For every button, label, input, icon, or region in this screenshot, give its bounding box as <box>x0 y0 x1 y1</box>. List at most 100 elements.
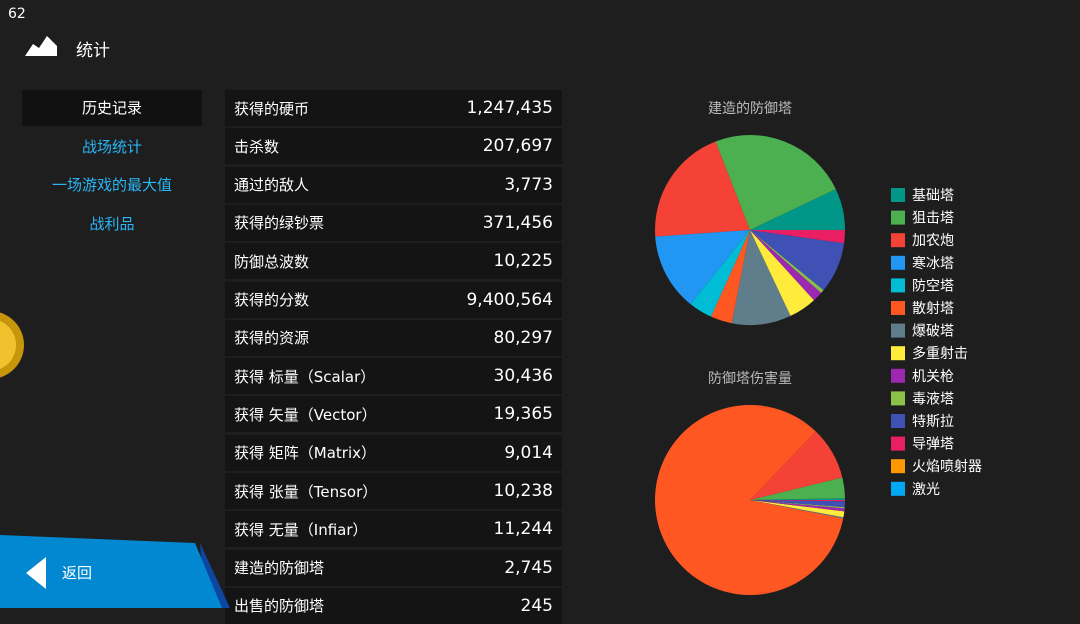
stat-row: 击杀数 207,697 <box>225 128 562 165</box>
pie-slice <box>731 230 791 325</box>
pie-slice <box>750 500 844 519</box>
stat-row: 获得 无量（Infiar） 11,244 <box>225 511 562 548</box>
stat-label: 获得 标量（Scalar） <box>234 367 376 386</box>
legend-swatch <box>891 346 905 361</box>
stat-row: 获得 矩阵（Matrix） 9,014 <box>225 434 562 471</box>
screen: 62 统计 历史记录 战场统计 一场游戏的最大值 战利品 获得的硬币 1,247,435… <box>0 6 982 616</box>
legend-label: 基础塔 <box>912 187 954 204</box>
legend-swatch <box>891 459 905 474</box>
pie-slice <box>715 135 836 230</box>
stat-row: 获得 矢量（Vector） 19,365 <box>225 396 562 433</box>
stat-row: 获得 标量（Scalar） 30,436 <box>225 358 562 395</box>
menu-item[interactable]: 历史记录 <box>22 90 202 126</box>
menu-item[interactable]: 一场游戏的最大值 <box>51 176 172 194</box>
legend-label: 导弹塔 <box>912 437 954 453</box>
legend-label: 特斯拉 <box>912 414 954 430</box>
pie-slice <box>750 230 845 244</box>
stat-row: 出售的防御塔 245 <box>225 587 562 624</box>
stat-value: 10,225 <box>493 251 553 272</box>
stat-label: 获得 矢量（Vector） <box>234 405 377 424</box>
stat-value: 11,244 <box>493 519 553 540</box>
pie-slice <box>750 500 845 502</box>
legend-label: 激光 <box>912 481 940 498</box>
legend-label: 防空塔 <box>912 278 954 294</box>
stat-row: 通过的敌人 3,773 <box>225 166 562 203</box>
legend-label: 狙击塔 <box>912 211 954 227</box>
stat-label: 获得的硬币 <box>234 99 310 118</box>
stat-row: 获得的硬币 1,247,435 <box>225 90 562 126</box>
stat-value: 80,297 <box>493 327 553 348</box>
menu-item[interactable]: 战场统计 <box>81 137 142 156</box>
pie-slice <box>750 500 845 518</box>
stat-value: 2,745 <box>504 557 553 578</box>
pie-slice <box>655 141 750 237</box>
stat-value: 1,247,435 <box>466 98 553 118</box>
stat-value: 10,238 <box>493 481 553 501</box>
stat-label: 获得的绿钞票 <box>234 214 325 233</box>
stat-row: 获得的分数 9,400,564 <box>225 281 562 318</box>
stat-row: 获得 张量（Tensor） 10,238 <box>225 473 562 509</box>
pie-slice <box>655 405 844 595</box>
legend-label: 寒冰塔 <box>912 255 954 272</box>
legend-swatch <box>891 301 905 315</box>
stat-value: 3,773 <box>504 174 553 195</box>
pie-slice <box>750 230 845 291</box>
back-button[interactable]: 返回 <box>0 535 230 608</box>
legend-swatch <box>891 210 905 225</box>
pie-slice <box>750 500 845 509</box>
legend-swatch <box>891 414 905 428</box>
stat-label: 获得 无量（Infiar） <box>234 520 368 539</box>
pie-slice <box>750 189 845 230</box>
stat-label: 防御总波数 <box>234 252 310 271</box>
pie-slice <box>711 230 750 324</box>
pie-slice <box>750 498 845 500</box>
stat-value: 245 <box>520 595 553 616</box>
pie-slice <box>750 230 815 316</box>
stat-row: 建造的防御塔 2,745 <box>225 549 562 586</box>
page-title: 统计 <box>76 41 110 61</box>
legend-label: 散射塔 <box>912 301 954 317</box>
legend-swatch <box>891 368 905 383</box>
header-icon <box>25 36 57 56</box>
legend-label: 火焰喷射器 <box>912 459 982 475</box>
legend-swatch <box>891 323 905 338</box>
stat-label: 获得 张量（Tensor） <box>234 482 378 501</box>
pie-slice <box>750 477 845 500</box>
coin <box>0 312 24 378</box>
legend-label: 爆破塔 <box>912 324 954 340</box>
back-label[interactable]: 返回 <box>62 564 92 582</box>
stat-label: 击杀数 <box>234 137 280 156</box>
stat-row: 防御总波数 10,225 <box>225 243 562 280</box>
legend-label: 多重射击 <box>912 345 968 362</box>
stat-label: 出售的防御塔 <box>234 597 325 616</box>
stat-label: 建造的防御塔 <box>234 559 325 578</box>
menu-item[interactable]: 战利品 <box>89 214 135 233</box>
pie-slice <box>750 431 843 500</box>
legend-swatch <box>891 188 905 202</box>
stat-value: 19,365 <box>493 404 553 425</box>
chart-title: 防御塔伤害量 <box>708 371 792 387</box>
legend-label: 机关枪 <box>912 368 954 385</box>
stat-value: 30,436 <box>493 366 553 387</box>
legend-swatch <box>891 481 905 496</box>
legend-swatch <box>891 278 905 293</box>
legend-label: 毒液塔 <box>912 391 954 407</box>
pie-slice <box>750 500 845 508</box>
legend-label: 加农炮 <box>912 233 954 249</box>
pie-slice <box>750 230 822 301</box>
stat-label: 获得的资源 <box>234 329 310 348</box>
legend-swatch <box>891 391 905 406</box>
legend-swatch <box>891 233 905 248</box>
pie-slice <box>750 230 824 293</box>
stat-value: 9,014 <box>504 442 553 463</box>
stat-label: 通过的敌人 <box>234 176 310 195</box>
stat-row: 获得的绿钞票 371,456 <box>225 204 562 241</box>
chart-title: 建造的防御塔 <box>708 101 792 117</box>
stat-label: 获得 矩阵（Matrix） <box>234 444 376 463</box>
stat-value: 9,400,564 <box>466 289 553 310</box>
stat-value: 207,697 <box>482 136 553 157</box>
legend-swatch <box>891 255 905 270</box>
stat-value: 371,456 <box>482 212 553 233</box>
stat-label: 获得的分数 <box>234 291 310 309</box>
